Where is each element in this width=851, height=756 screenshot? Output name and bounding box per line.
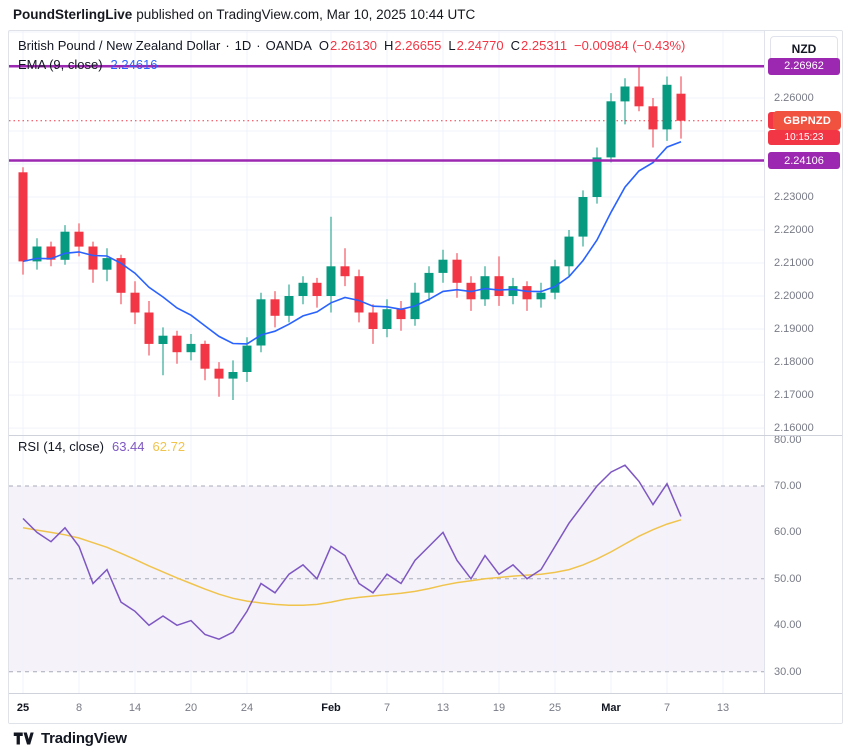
rsi-tick: 30.00 xyxy=(774,665,802,678)
rsi-tick: 80.00 xyxy=(774,433,802,446)
countdown-label: 10:15:23 xyxy=(768,129,840,145)
level-price-label: 2.26962 xyxy=(768,57,840,75)
level-price-label: 2.24106 xyxy=(768,152,840,169)
time-tick: 13 xyxy=(716,702,730,714)
footer-brand: TradingView xyxy=(13,729,127,748)
published-text: published on TradingView.com, Mar 10, 20… xyxy=(136,7,476,22)
price-chart-svg[interactable] xyxy=(9,31,764,435)
change-value: −0.00984 (−0.43%) xyxy=(574,38,686,53)
price-tick: 2.21000 xyxy=(774,257,814,269)
price-legend: British Pound / New Zealand Dollar · 1D · OA… xyxy=(18,36,685,74)
price-tick: 2.16000 xyxy=(774,422,814,435)
legend-separator: · xyxy=(225,38,230,53)
rsi-legend: RSI (14, close) 63.44 62.72 xyxy=(18,439,185,454)
time-tick: 7 xyxy=(663,702,671,714)
price-tick: 2.20000 xyxy=(774,290,814,302)
rsi-label[interactable]: RSI (14, close) xyxy=(18,439,104,454)
rsi-chart-svg[interactable] xyxy=(9,435,764,693)
symbol-tag: GBPNZD xyxy=(773,111,841,131)
time-tick: 24 xyxy=(240,702,254,714)
price-axis[interactable]: NZD 2.25311 10:15:23 2.260002.230002.220… xyxy=(764,31,842,693)
ohlc-value: 2.26655 xyxy=(394,38,442,53)
price-tick: 2.19000 xyxy=(774,323,814,335)
legend-separator: · xyxy=(256,38,261,53)
price-tick: 2.18000 xyxy=(774,356,814,369)
time-tick: 7 xyxy=(383,702,391,714)
time-tick: 13 xyxy=(436,702,450,714)
high-letter: H xyxy=(384,38,394,53)
price-tick: 2.17000 xyxy=(774,389,814,402)
time-tick: 19 xyxy=(492,702,506,714)
time-tick: Feb xyxy=(321,702,341,714)
time-tick: 25 xyxy=(548,702,562,714)
pane-divider[interactable] xyxy=(9,435,842,436)
price-tick: 2.26000 xyxy=(774,92,814,104)
currency-button[interactable]: NZD xyxy=(770,36,838,61)
low-letter: L xyxy=(448,38,456,53)
ohlc-value: 2.24770 xyxy=(456,38,504,53)
ohlc-value: 2.26130 xyxy=(330,38,377,53)
time-axis[interactable]: 25 8 14 20 24 Feb 7 13 19 25 Mar 7 13 xyxy=(9,693,842,723)
brand-wordmark[interactable]: TradingView xyxy=(41,730,127,747)
rsi-tick: 70.00 xyxy=(774,480,802,492)
rsi-value: 63.44 xyxy=(111,439,145,454)
ohlc-value: 2.25311 xyxy=(521,38,568,53)
rsi-tick: 60.00 xyxy=(774,526,802,539)
open-letter: O xyxy=(318,38,329,53)
time-tick: 20 xyxy=(184,702,198,714)
time-tick: 14 xyxy=(128,702,142,714)
symbol-title[interactable]: British Pound / New Zealand Dollar xyxy=(18,38,221,53)
interval-label[interactable]: 1D xyxy=(234,38,252,53)
rsi-tick: 40.00 xyxy=(774,619,802,632)
time-tick: Mar xyxy=(601,702,621,714)
ema-value: 2.24616 xyxy=(110,57,158,72)
time-tick: 25 xyxy=(16,702,30,714)
price-tick: 2.23000 xyxy=(774,191,814,203)
tradingview-logo-icon[interactable] xyxy=(13,729,34,748)
chart-card: British Pound / New Zealand Dollar · 1D · OA… xyxy=(8,30,843,724)
time-tick: 8 xyxy=(75,702,83,714)
attribution-bar: PoundSterlingLive published on TradingVie… xyxy=(13,7,475,22)
close-letter: C xyxy=(510,38,521,53)
ema-label[interactable]: EMA (9, close) xyxy=(18,57,103,72)
price-tick: 2.22000 xyxy=(774,224,814,236)
rsi-tick: 50.00 xyxy=(774,572,802,585)
price-pane[interactable] xyxy=(9,31,764,435)
rsi-ma-value: 62.72 xyxy=(152,439,186,454)
rsi-pane[interactable] xyxy=(9,435,764,693)
publisher-name: PoundSterlingLive xyxy=(13,7,133,22)
exchange-label[interactable]: OANDA xyxy=(265,38,312,53)
